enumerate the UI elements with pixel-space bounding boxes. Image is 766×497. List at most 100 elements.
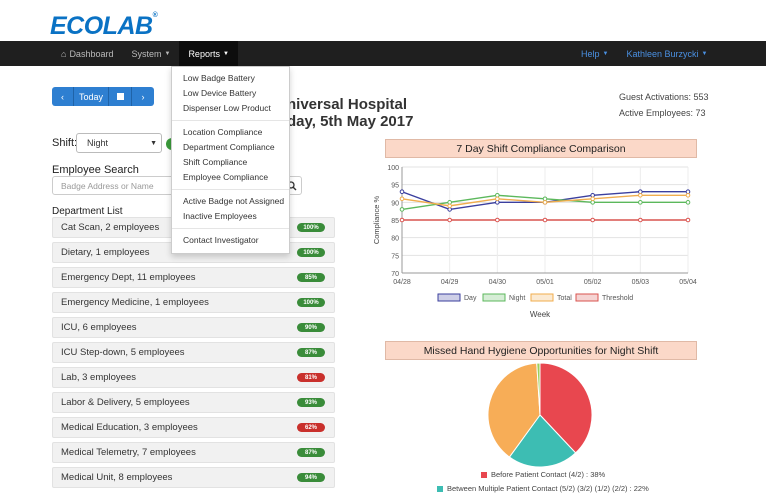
data-point	[638, 192, 643, 198]
caret-down-icon: ▼	[222, 50, 229, 57]
nav-system-label: System	[131, 48, 162, 59]
select-caret-icon: ▼	[150, 139, 157, 147]
menu-divider	[172, 189, 289, 190]
x-tick-label: 04/28	[393, 279, 411, 286]
chevron-right-icon: ›	[141, 91, 145, 102]
next-day-button[interactable]: ›	[132, 87, 154, 106]
department-name: Emergency Medicine, 1 employees	[61, 297, 209, 308]
data-point	[495, 196, 500, 202]
department-row[interactable]: Medical Unit, 8 employees 94%	[52, 467, 335, 488]
nav-system-menu[interactable]: System ▼	[122, 41, 179, 66]
today-label: Today	[78, 91, 104, 102]
x-tick-label: 05/02	[584, 279, 602, 286]
compliance-badge: 94%	[297, 473, 325, 482]
compliance-badge: 62%	[297, 423, 325, 432]
pie-slice	[508, 414, 577, 468]
calendar-icon	[116, 93, 124, 100]
pie-slice	[539, 362, 593, 454]
calendar-button[interactable]	[109, 87, 132, 106]
data-point	[542, 200, 548, 205]
menu-item-low-badge-battery[interactable]: Low Badge Battery	[183, 73, 255, 83]
logo-text: ECOLAB	[50, 12, 153, 40]
department-row[interactable]: Emergency Dept, 11 employees 85%	[52, 267, 335, 288]
compliance-badge: 100%	[297, 248, 325, 257]
menu-item-employee-compliance[interactable]: Employee Compliance	[183, 172, 269, 182]
data-point	[495, 217, 500, 223]
menu-item-location-compliance[interactable]: Location Compliance	[183, 127, 263, 137]
hospital-name: niversal Hospital	[287, 96, 408, 113]
department-name: Medical Unit, 8 employees	[61, 472, 173, 483]
legend-swatch	[530, 293, 554, 302]
nav-help-menu[interactable]: Help ▼	[572, 41, 617, 66]
data-point	[399, 189, 405, 195]
top-navbar: ⌂ Dashboard System ▼ Reports ▼ Help ▼ Ka…	[0, 41, 766, 66]
menu-item-dispenser-low-product[interactable]: Dispenser Low Product	[183, 103, 271, 113]
department-list-title: Department List	[52, 206, 123, 217]
y-tick-label: 85	[391, 218, 399, 225]
line-chart-title: 7 Day Shift Compliance Comparison	[385, 139, 697, 158]
x-axis-label: Week	[530, 310, 551, 319]
menu-divider	[172, 120, 289, 121]
compliance-badge: 100%	[297, 223, 325, 232]
pie-slice	[487, 362, 541, 458]
y-tick-label: 75	[391, 253, 399, 260]
x-tick-label: 05/01	[536, 279, 554, 286]
home-icon: ⌂	[61, 48, 67, 59]
department-row[interactable]: Lab, 3 employees 81%	[52, 367, 335, 388]
nav-reports-menu[interactable]: Reports ▼	[179, 41, 238, 66]
department-row[interactable]: Medical Telemetry, 7 employees 87%	[52, 442, 335, 463]
previous-day-button[interactable]: ‹	[52, 87, 74, 106]
menu-item-department-compliance[interactable]: Department Compliance	[183, 142, 275, 152]
menu-item-low-device-battery[interactable]: Low Device Battery	[183, 88, 257, 98]
data-point	[399, 217, 405, 223]
logo-registered-mark: ®	[152, 12, 158, 19]
y-tick-label: 95	[391, 183, 399, 190]
department-name: ICU Step-down, 5 employees	[61, 347, 185, 358]
legend-label: Total	[557, 295, 572, 302]
pie-legend-item: Between Multiple Patient Contact (5/2) (…	[437, 484, 649, 493]
data-point	[590, 217, 595, 223]
department-name: Emergency Dept, 11 employees	[61, 272, 196, 283]
department-row[interactable]: Labor & Delivery, 5 employees 93%	[52, 392, 335, 413]
nav-reports-label: Reports	[188, 48, 220, 59]
compliance-badge: 87%	[297, 448, 325, 457]
x-tick-label: 05/04	[679, 279, 697, 286]
menu-divider	[172, 228, 289, 229]
pie-slice	[536, 362, 541, 416]
data-point	[590, 196, 595, 202]
menu-item-inactive-employees[interactable]: Inactive Employees	[183, 211, 257, 221]
compliance-badge: 100%	[297, 298, 325, 307]
legend-label: Night	[509, 295, 525, 302]
legend-swatch	[482, 293, 506, 302]
shift-select[interactable]: Night ▼	[76, 133, 162, 153]
guest-activations-stat: Guest Activations: 553	[619, 92, 709, 102]
department-row[interactable]: ICU Step-down, 5 employees 87%	[52, 342, 335, 363]
caret-down-icon: ▼	[164, 50, 171, 57]
nav-dashboard[interactable]: ⌂ Dashboard	[52, 41, 122, 66]
current-date: day, 5th May 2017	[287, 113, 414, 130]
x-tick-label: 05/03	[632, 279, 650, 286]
department-row[interactable]: Emergency Medicine, 1 employees 100%	[52, 292, 335, 313]
compliance-badge: 87%	[297, 348, 325, 357]
today-button[interactable]: Today	[74, 87, 109, 106]
department-list: Cat Scan, 2 employees 100% Dietary, 1 empl…	[52, 217, 335, 492]
department-row[interactable]: Medical Education, 3 employees 62%	[52, 417, 335, 438]
menu-item-shift-compliance[interactable]: Shift Compliance	[183, 157, 248, 167]
nav-help-label: Help	[581, 48, 600, 59]
menu-item-active-badge-not-assigned[interactable]: Active Badge not Assigned	[183, 196, 285, 206]
data-point	[542, 217, 548, 223]
department-name: Labor & Delivery, 5 employees	[61, 397, 190, 408]
date-navigation: ‹ Today ›	[52, 87, 154, 106]
y-tick-label: 100	[387, 165, 399, 172]
data-point	[638, 217, 643, 223]
x-tick-label: 04/29	[441, 279, 459, 286]
department-row[interactable]: ICU, 6 employees 90%	[52, 317, 335, 338]
pie-legend-label: Before Patient Contact (4/2) : 38%	[491, 470, 606, 479]
compliance-badge: 90%	[297, 323, 325, 332]
data-point	[399, 207, 405, 212]
nav-user-menu[interactable]: Kathleen Burzycki ▼	[617, 41, 716, 66]
data-point	[447, 217, 452, 223]
menu-item-contact-investigator[interactable]: Contact Investigator	[183, 235, 259, 245]
legend-label: Day	[464, 295, 477, 302]
y-tick-label: 70	[391, 271, 399, 278]
